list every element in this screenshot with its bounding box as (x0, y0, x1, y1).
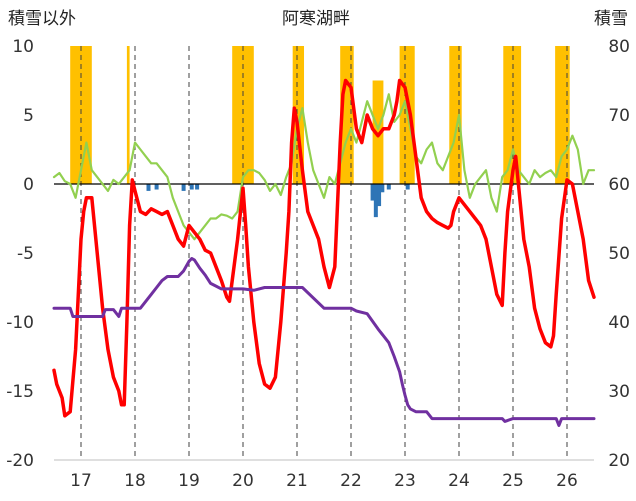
snow-bar-8 (503, 46, 522, 184)
series-line-green (52, 93, 596, 241)
right-tick-label-70: 70 (608, 106, 630, 126)
x-tick-label-23: 23 (394, 471, 416, 491)
left-tick-label--20: -20 (6, 451, 34, 471)
snow-bar-5 (372, 80, 384, 184)
right-tick-label-60: 60 (608, 175, 630, 195)
left-tick-label-10: 10 (12, 37, 34, 57)
blue-bar-5 (370, 184, 375, 201)
x-tick-label-20: 20 (232, 471, 254, 491)
blue-bar-1 (154, 184, 159, 190)
snow-bar-2 (232, 46, 254, 184)
blue-bar-4 (195, 184, 200, 190)
blue-bar-0 (146, 184, 151, 191)
right-tick-label-40: 40 (608, 313, 630, 333)
left-tick-label-5: 5 (23, 106, 34, 126)
left-tick-label--10: -10 (6, 313, 34, 333)
x-tick-label-17: 17 (70, 471, 92, 491)
right-tick-label-20: 20 (608, 451, 630, 471)
blue-bar-6 (373, 184, 378, 218)
x-tick-label-22: 22 (340, 471, 362, 491)
blue-bar-9 (386, 184, 391, 190)
blue-bar-10 (405, 184, 410, 190)
x-tick-label-26: 26 (556, 471, 578, 491)
lines-layer (52, 78, 596, 427)
blue-bar-7 (377, 184, 382, 207)
blue-bar-3 (189, 184, 194, 190)
grid-layer (54, 46, 594, 461)
left-axis-title: 積雪以外 (8, 9, 76, 29)
left-tick-label--15: -15 (6, 382, 34, 402)
x-tick-label-19: 19 (178, 471, 200, 491)
x-tick-label-21: 21 (286, 471, 308, 491)
snow-bar-9 (555, 46, 570, 184)
snow-bar-3 (292, 46, 305, 184)
x-tick-label-24: 24 (448, 471, 470, 491)
chart-title: 阿寒湖畔 (282, 9, 350, 29)
right-tick-label-30: 30 (608, 382, 630, 402)
right-tick-label-50: 50 (608, 244, 630, 264)
left-tick-label-0: 0 (23, 175, 34, 195)
series-line-purple (52, 257, 596, 427)
blue-bar-2 (181, 184, 186, 191)
right-tick-label-80: 80 (608, 37, 630, 57)
left-tick-label--5: -5 (17, 244, 34, 264)
series-line-red (52, 78, 596, 418)
bars-layer (70, 46, 570, 218)
blue-bar-8 (380, 184, 385, 193)
right-axis-title: 積雪 (594, 9, 628, 29)
snow-bar-0 (70, 46, 92, 184)
x-tick-label-25: 25 (502, 471, 524, 491)
x-tick-label-18: 18 (124, 471, 146, 491)
snow-bar-1 (126, 46, 130, 184)
